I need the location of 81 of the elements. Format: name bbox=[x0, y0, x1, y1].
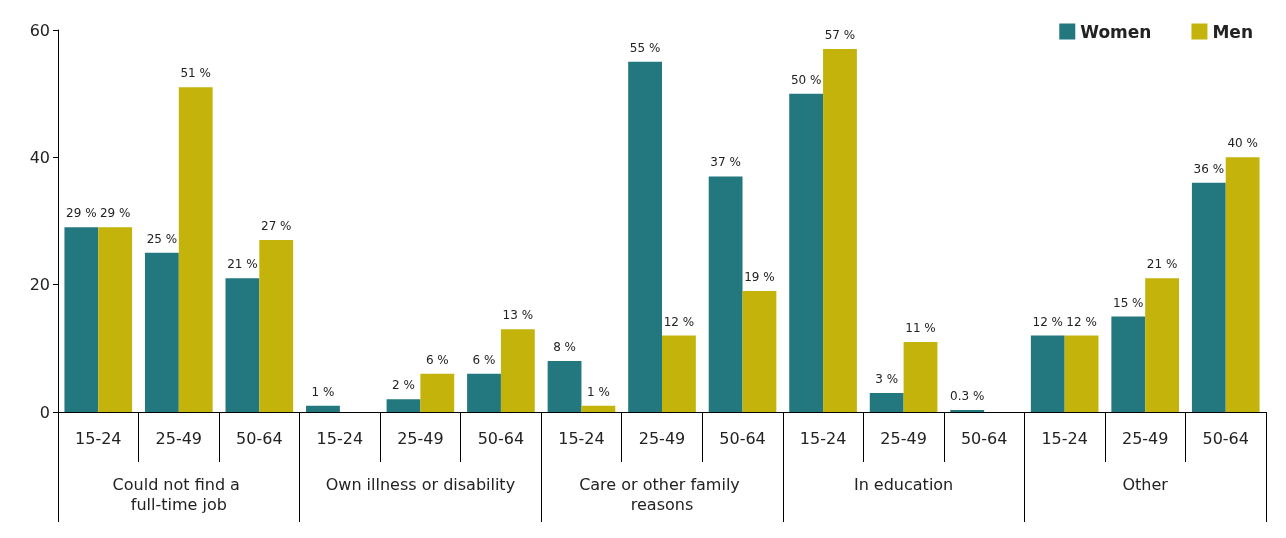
data-label: 1 % bbox=[586, 384, 610, 399]
data-label: 25 % bbox=[146, 231, 178, 246]
bar bbox=[1191, 182, 1226, 412]
x-tick-label: 15-24 bbox=[75, 428, 122, 448]
bar bbox=[1064, 335, 1099, 412]
x-tick-label: 15-24 bbox=[558, 428, 605, 448]
x-tick-label: 25-49 bbox=[397, 428, 444, 448]
data-label: 6 % bbox=[472, 352, 496, 367]
data-label: 55 % bbox=[629, 40, 661, 55]
bar bbox=[64, 227, 99, 412]
bar bbox=[225, 278, 260, 412]
bar bbox=[628, 61, 662, 412]
data-label: 12 % bbox=[1066, 314, 1097, 329]
data-label: 29 % bbox=[99, 206, 131, 221]
bar bbox=[1111, 316, 1146, 412]
data-label: 36 % bbox=[1193, 161, 1225, 176]
bar bbox=[547, 361, 582, 412]
data-label: 12 % bbox=[1032, 314, 1063, 329]
bar bbox=[708, 176, 743, 412]
bar bbox=[500, 329, 535, 412]
data-label: 15 % bbox=[1113, 295, 1144, 310]
data-label: 1 % bbox=[311, 384, 335, 399]
x-tick-label: 25-49 bbox=[155, 428, 203, 448]
data-label: 50 % bbox=[790, 72, 822, 87]
data-label: 12 % bbox=[663, 314, 695, 329]
y-tick-label: 20 bbox=[29, 275, 50, 295]
y-tick-label: 40 bbox=[29, 147, 50, 167]
data-label: 21 % bbox=[1146, 257, 1178, 272]
bar bbox=[98, 227, 133, 412]
data-label: 51 % bbox=[180, 66, 211, 81]
x-tick-label: 15-24 bbox=[316, 428, 364, 448]
data-label: 37 % bbox=[710, 155, 741, 170]
text: Other bbox=[1122, 474, 1169, 494]
data-label: 19 % bbox=[744, 270, 775, 285]
legend-label: Men bbox=[1212, 21, 1254, 42]
bar bbox=[144, 252, 179, 412]
bar bbox=[823, 49, 857, 412]
data-label: 8 % bbox=[553, 340, 576, 355]
bar bbox=[259, 240, 294, 412]
bar bbox=[1145, 278, 1180, 412]
bar bbox=[1225, 157, 1260, 412]
data-label: 0.3 % bbox=[950, 389, 985, 404]
data-label: 40 % bbox=[1227, 136, 1258, 151]
x-tick-label: 50-64 bbox=[1202, 428, 1249, 448]
data-label: 27 % bbox=[261, 219, 292, 234]
bar bbox=[420, 373, 455, 412]
bar bbox=[789, 93, 824, 412]
legend-label: Women bbox=[1080, 21, 1152, 42]
text: Own illness or disability bbox=[325, 474, 516, 494]
x-tick-label: 50-64 bbox=[719, 428, 766, 448]
bar bbox=[869, 392, 904, 412]
y-tick-label: 0 bbox=[39, 402, 50, 422]
x-tick-label: 15-24 bbox=[1041, 428, 1088, 448]
data-label: 6 % bbox=[425, 352, 449, 367]
bar bbox=[662, 335, 696, 412]
x-tick-label: 15-24 bbox=[799, 428, 847, 448]
bar bbox=[581, 405, 616, 412]
y-tick-label: 60 bbox=[29, 20, 50, 40]
text: Could not find a full-time job bbox=[112, 474, 246, 514]
bar bbox=[742, 291, 777, 412]
data-label: 2 % bbox=[392, 378, 415, 393]
data-label: 11 % bbox=[905, 320, 936, 335]
bar bbox=[467, 373, 501, 412]
x-tick-label: 50-64 bbox=[960, 428, 1008, 448]
bar bbox=[1030, 335, 1065, 412]
bar bbox=[903, 341, 938, 412]
text: Care or other family reasons bbox=[579, 474, 745, 514]
x-tick-label: 25-49 bbox=[638, 428, 686, 448]
x-tick-label: 50-64 bbox=[236, 428, 283, 448]
data-label: 3 % bbox=[875, 371, 899, 386]
x-tick-label: 25-49 bbox=[1121, 428, 1169, 448]
data-label: 29 % bbox=[66, 206, 97, 221]
data-label: 13 % bbox=[502, 308, 534, 323]
x-tick-label: 25-49 bbox=[880, 428, 927, 448]
text: In education bbox=[853, 474, 954, 494]
bar bbox=[306, 405, 340, 412]
data-label: 57 % bbox=[824, 28, 856, 43]
data-label: 21 % bbox=[227, 257, 258, 272]
bar bbox=[178, 87, 213, 412]
bar bbox=[386, 399, 421, 412]
x-tick-label: 50-64 bbox=[477, 428, 525, 448]
